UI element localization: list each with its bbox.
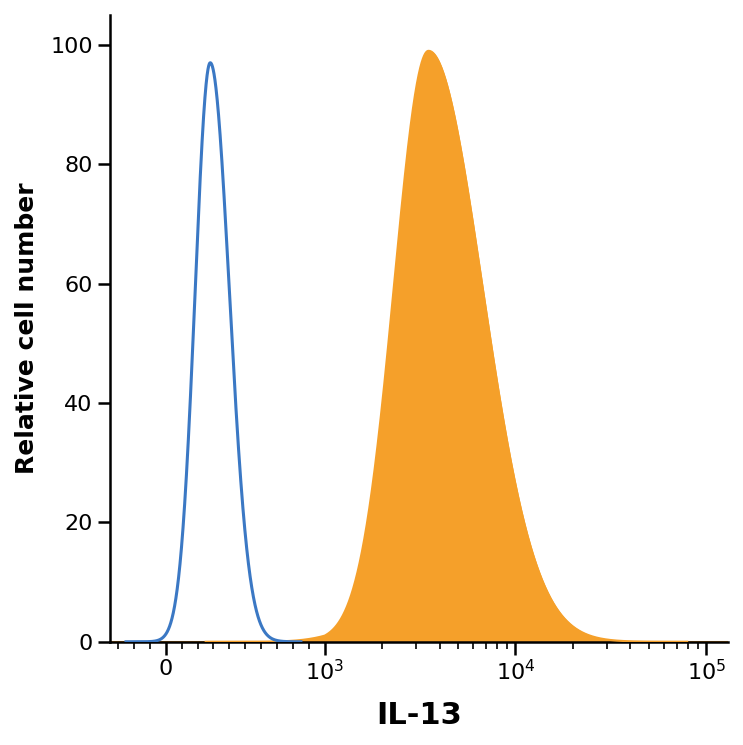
Y-axis label: Relative cell number: Relative cell number	[15, 183, 39, 475]
X-axis label: IL-13: IL-13	[376, 701, 462, 730]
